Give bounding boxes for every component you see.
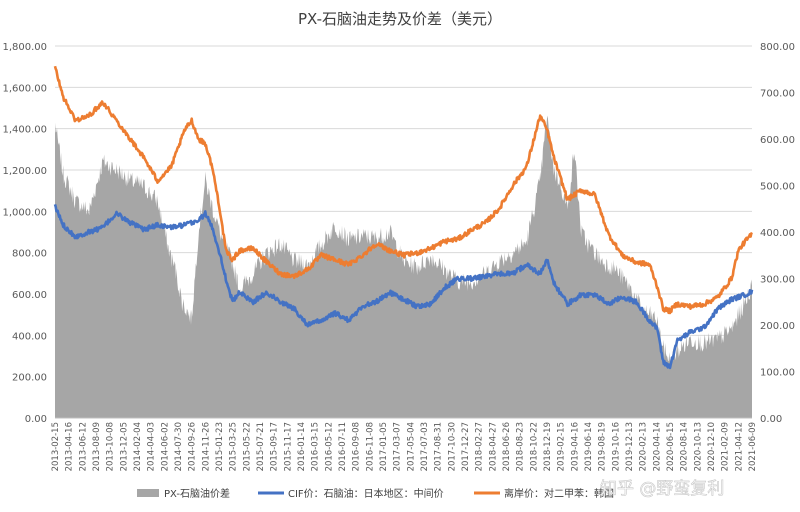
left-tick-label: 800.00 [12,249,47,260]
x-tick-label: 2015-09-17 [270,422,280,471]
x-tick-label: 2019-02-15 [557,422,567,471]
x-tick-label: 2018-04-27 [488,422,498,471]
x-tick-label: 2017-05-04 [406,422,416,471]
left-tick-label: 1,400.00 [2,125,47,136]
x-tick-label: 2015-07-21 [256,422,266,471]
x-tick-label: 2017-08-31 [434,422,444,471]
x-tick-label: 2016-11-08 [365,422,375,471]
legend: PX-石脑油价差 CIF价：石脑油：日本地区：中间价 离岸价：对二甲苯：韩国 [137,487,614,500]
x-tick-label: 2017-03-07 [393,422,403,471]
x-tick-label: 2019-08-19 [598,422,608,471]
left-tick-label: 600.00 [12,290,47,301]
chart-title: PX-石脑油走势及价差（美元） [298,10,502,28]
right-tick-label: 200.00 [760,321,795,332]
x-tick-label: 2021-04-12 [734,422,744,471]
x-tick-label: 2015-05-22 [242,422,252,471]
x-tick-label: 2014-07-30 [174,422,184,471]
x-tick-label: 2014-04-03 [147,422,157,471]
right-tick-label: 100.00 [760,368,795,379]
x-tick-label: 2016-03-15 [311,422,321,471]
left-tick-label: 1,800.00 [2,42,47,53]
x-tick-label: 2021-02-09 [721,422,731,471]
x-tick-label: 2013-02-15 [51,422,61,471]
left-axis: 0.00 200.00 400.00 600.00 800.00 1,000.00 1,20… [2,42,47,425]
x-tick-label: 2019-12-13 [625,422,635,471]
x-tick-label: 2017-12-27 [461,422,471,471]
right-tick-label: 700.00 [760,89,795,100]
right-tick-label: 300.00 [760,275,795,286]
left-tick-label: 1,000.00 [2,207,47,218]
x-tick-label: 2020-12-10 [707,422,717,471]
series-spread [55,115,752,418]
x-tick-label: 2020-02-13 [639,422,649,471]
x-tick-label: 2014-09-26 [188,422,198,471]
x-tick-label: 2013-06-12 [78,422,88,471]
series-lines [53,65,754,370]
px-fob-line [53,65,753,315]
watermark: 知乎 @野蛮复利 [600,479,724,499]
x-tick-label: 2018-12-19 [543,422,553,471]
x-tick-label: 2014-06-02 [160,422,170,471]
x-tick-label: 2017-01-05 [379,422,389,471]
right-tick-label: 600.00 [760,135,795,146]
x-tick-label: 2013-08-09 [92,422,102,471]
x-tick-label: 2017-10-30 [447,422,457,471]
x-tick-label: 2016-01-14 [297,422,307,471]
left-tick-label: 0.00 [25,414,47,425]
left-tick-label: 1,200.00 [2,166,47,177]
x-tick-label: 2013-04-16 [65,422,75,471]
x-tick-label: 2014-11-26 [201,422,211,471]
x-tick-label: 2013-10-08 [106,422,116,471]
x-tick-label: 2016-05-12 [324,422,334,471]
legend-label-spread: PX-石脑油价差 [164,487,230,500]
legend-label-px: 离岸价：对二甲苯：韩国 [504,487,614,500]
x-tick-label: 2016-07-11 [338,422,348,471]
x-tick-label: 2018-10-22 [529,422,539,471]
x-tick-label: 2019-06-14 [584,422,594,471]
x-tick-label: 2020-08-14 [680,422,690,471]
x-tick-label: 2018-02-27 [475,422,485,471]
spread-area [55,115,752,418]
x-tick-label: 2020-10-13 [693,422,703,471]
right-axis: 0.00 100.00 200.00 300.00 400.00 500.00 600.00… [760,42,795,425]
x-tick-label: 2015-01-23 [215,422,225,471]
right-tick-label: 500.00 [760,182,795,193]
right-tick-label: 400.00 [760,228,795,239]
left-tick-label: 200.00 [12,373,47,384]
x-tick-label: 2014-02-04 [133,422,143,471]
x-tick-label: 2019-10-16 [611,422,621,471]
right-tick-label: 800.00 [760,42,795,53]
left-tick-label: 1,600.00 [2,83,47,94]
x-tick-label: 2015-11-17 [283,422,293,471]
x-tick-label: 2015-03-25 [229,422,239,471]
x-tick-label: 2016-09-08 [352,422,362,471]
legend-label-cif: CIF价：石脑油：日本地区：中间价 [288,487,444,500]
x-tick-label: 2018-06-26 [502,422,512,471]
x-tick-label: 2020-04-14 [652,422,662,471]
x-tick-label: 2019-04-16 [570,422,580,471]
legend-swatch-spread [137,489,159,497]
x-tick-label: 2021-06-09 [748,422,758,471]
x-axis: 2013-02-15 2013-04-16 2013-06-12 2013-08-09… [51,417,758,471]
x-tick-label: 2017-07-03 [420,422,430,471]
x-tick-label: 2020-06-15 [666,422,676,471]
cif-naphtha-line [53,204,754,370]
x-tick-label: 2013-12-05 [119,422,129,471]
x-tick-label: 2018-08-23 [516,422,526,471]
right-tick-label: 0.00 [760,414,782,425]
left-tick-label: 400.00 [12,331,47,342]
